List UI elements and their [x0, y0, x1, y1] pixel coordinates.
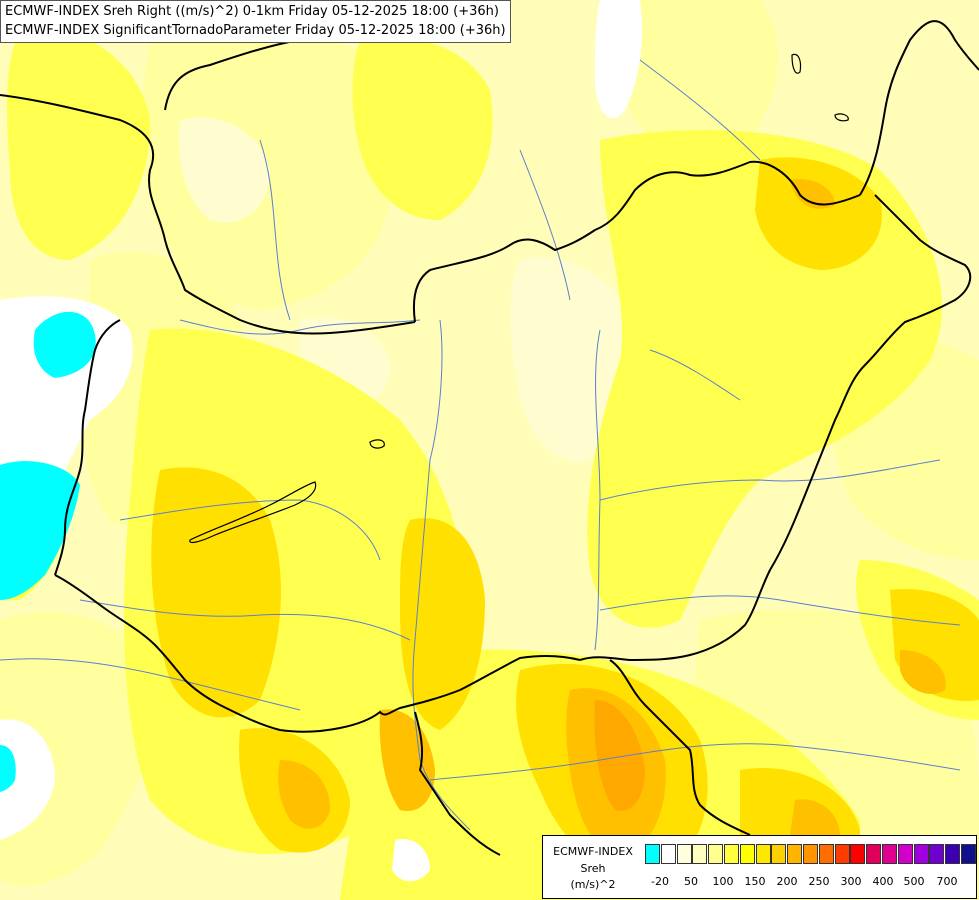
legend-swatch — [913, 844, 929, 864]
legend-swatch — [755, 844, 771, 864]
legend-tick-label: 300 — [840, 875, 862, 888]
legend-tick-label: 150 — [744, 875, 766, 888]
legend-swatch — [818, 844, 834, 864]
legend-swatch — [692, 844, 708, 864]
legend-swatch — [676, 844, 692, 864]
legend-tick-label: 50 — [684, 875, 698, 888]
lake-balaton — [189, 481, 317, 544]
map-title-line-2: ECMWF-INDEX SignificantTornadoParameter … — [5, 23, 506, 38]
map-title-line-1: ECMWF-INDEX Sreh Right ((m/s)^2) 0-1km F… — [5, 4, 499, 19]
legend-variable: Sreh — [580, 862, 606, 875]
lakes — [189, 53, 849, 544]
contour-dark-orange — [594, 700, 645, 811]
legend-swatch — [850, 844, 866, 864]
legend-swatch — [866, 844, 882, 864]
title-box: ECMWF-INDEX Sreh Right ((m/s)^2) 0-1km F… — [0, 0, 511, 43]
legend-tick-label: 250 — [808, 875, 830, 888]
color-legend: ECMWF-INDEX Sreh (m/s)^2 -20 50 100 150 200 2… — [542, 835, 977, 899]
legend-swatch — [645, 844, 660, 864]
border-west-austria — [54, 319, 121, 576]
border-serbia-romania — [609, 659, 751, 836]
legend-tick-label: -20 — [651, 875, 669, 888]
legend-swatch — [897, 844, 913, 864]
lake-north — [791, 53, 802, 74]
border-northwest — [0, 94, 416, 335]
border-south-serbia — [414, 711, 501, 856]
legend-swatch — [834, 844, 850, 864]
legend-tick-label: 400 — [872, 875, 894, 888]
legend-swatch — [945, 844, 961, 864]
legend-tick-label: 100 — [712, 875, 734, 888]
country-borders — [0, 0, 979, 856]
contour-white — [0, 0, 642, 882]
legend-tick-label: 200 — [776, 875, 798, 888]
border-north-hungary — [412, 160, 861, 323]
legend-swatch — [771, 844, 787, 864]
legend-swatch — [660, 844, 676, 864]
border-northeast — [859, 20, 979, 196]
legend-tick-label: 700 — [936, 875, 958, 888]
legend-unit: (m/s)^2 — [570, 878, 616, 891]
lake-small — [369, 439, 385, 449]
legend-swatch — [739, 844, 755, 864]
border-south-hungary — [54, 574, 581, 733]
contour-pale — [178, 117, 629, 462]
legend-swatch — [929, 844, 945, 864]
legend-swatch — [882, 844, 897, 864]
border-east-romania — [579, 194, 972, 662]
legend-tick-label: 500 — [903, 875, 925, 888]
legend-swatch — [708, 844, 724, 864]
lake-northeast — [834, 113, 849, 122]
legend-source: ECMWF-INDEX — [553, 845, 633, 858]
rivers — [0, 59, 961, 831]
legend-swatch — [787, 844, 803, 864]
legend-swatch — [724, 844, 739, 864]
legend-swatch — [961, 844, 976, 864]
contour-cyan — [0, 311, 886, 846]
legend-swatch — [803, 844, 818, 864]
